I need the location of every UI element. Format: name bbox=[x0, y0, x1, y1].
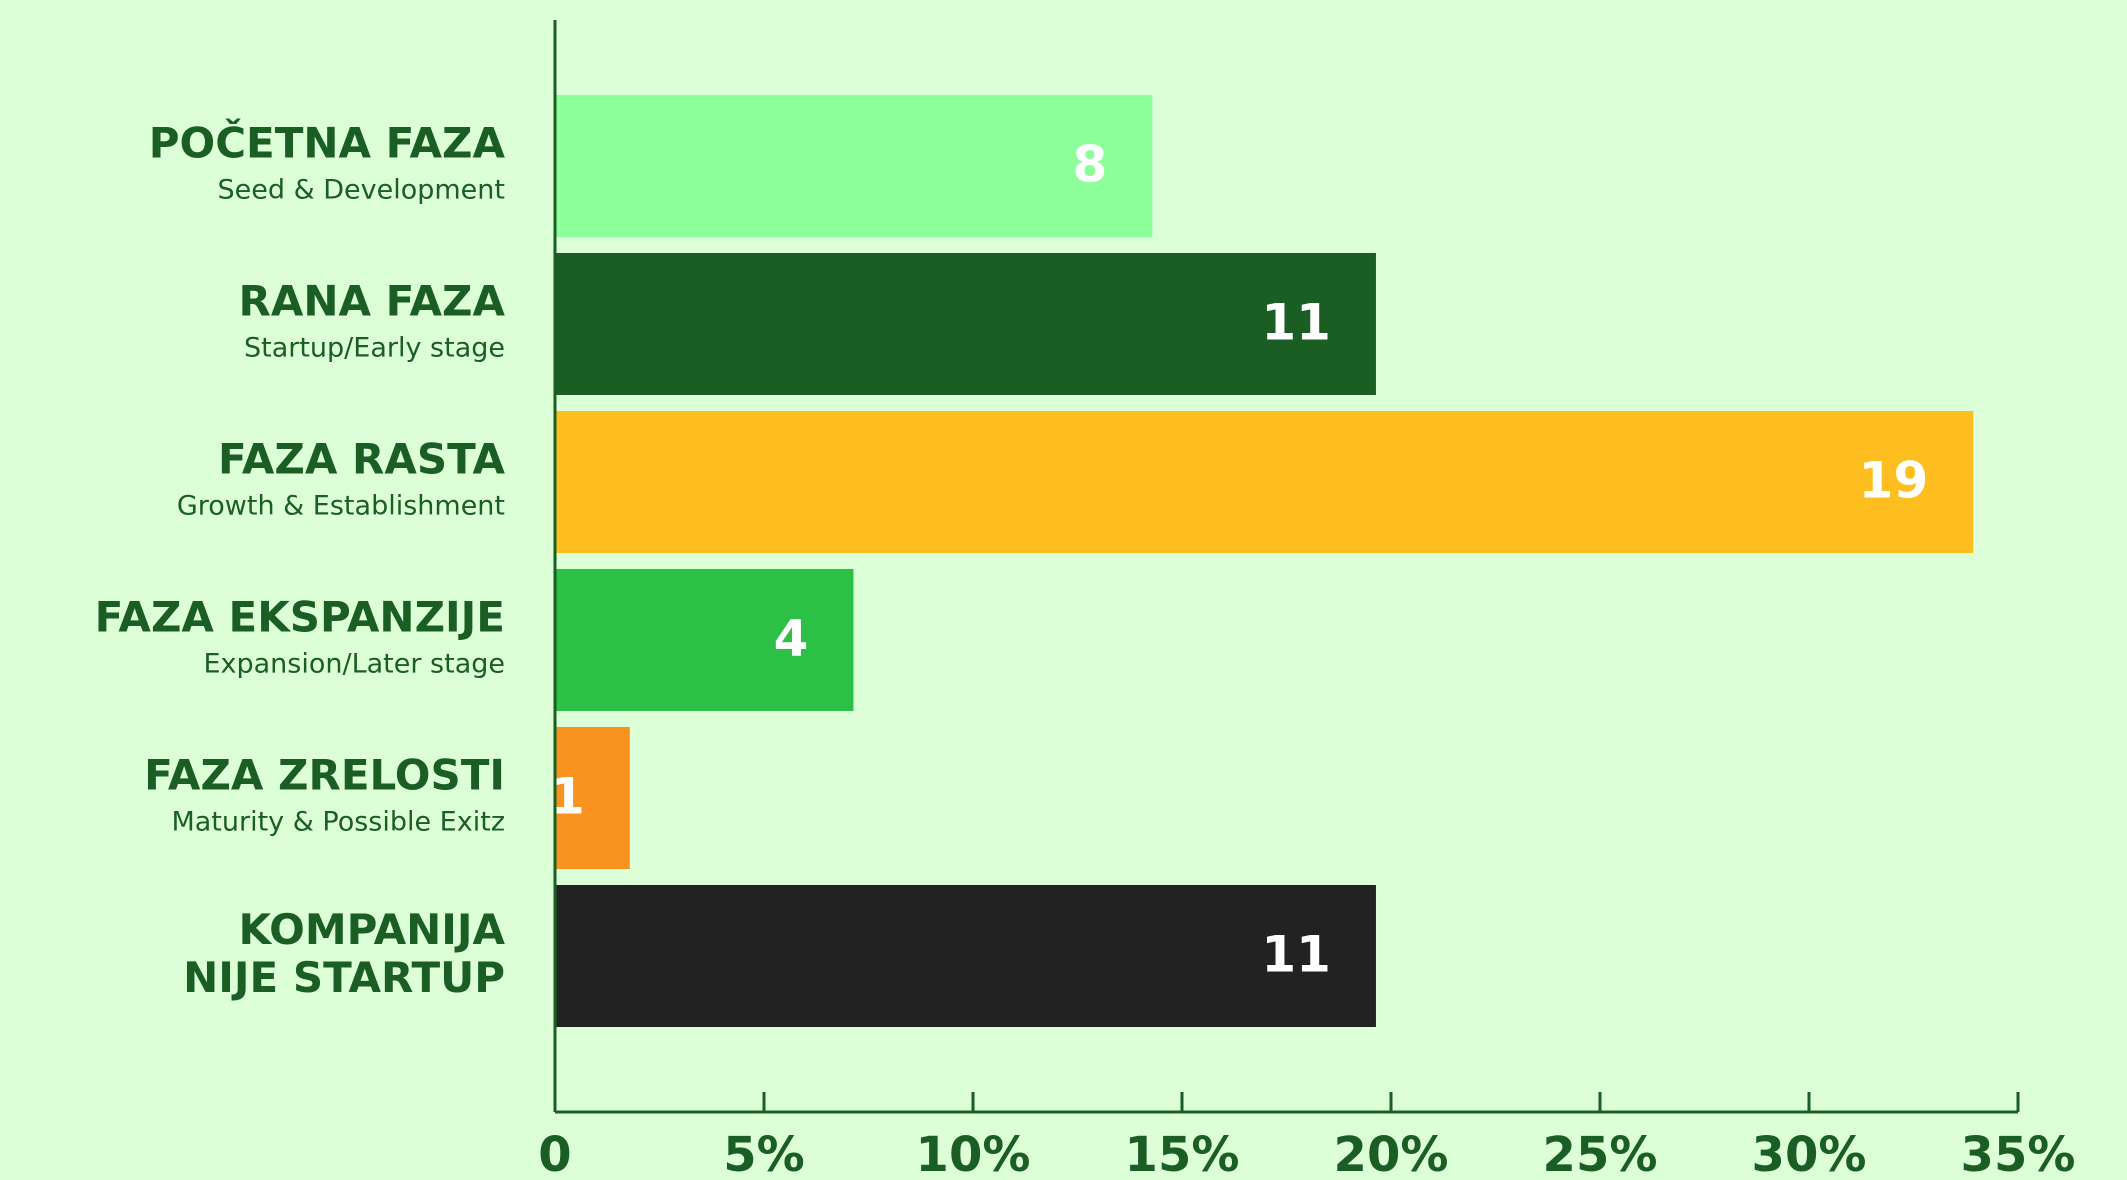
bar bbox=[555, 727, 630, 869]
bar bbox=[555, 253, 1376, 395]
data-label: 11 bbox=[1261, 926, 1331, 984]
x-tick-label: 25% bbox=[1543, 1127, 1658, 1180]
category-sublabel: Seed & Development bbox=[218, 175, 505, 206]
category-label: FAZA ZRELOSTI bbox=[144, 751, 505, 800]
category-sublabel: Expansion/Later stage bbox=[203, 649, 505, 680]
data-label: 4 bbox=[774, 610, 809, 668]
category-label: FAZA RASTA bbox=[218, 435, 505, 484]
bar bbox=[555, 95, 1153, 237]
x-tick-label: 10% bbox=[916, 1127, 1031, 1180]
x-tick-label: 5% bbox=[723, 1127, 805, 1180]
x-tick-label: 30% bbox=[1752, 1127, 1867, 1180]
category-label: RANA FAZA bbox=[239, 277, 506, 326]
x-tick-label: 15% bbox=[1125, 1127, 1240, 1180]
category-sublabel: Startup/Early stage bbox=[244, 333, 505, 364]
category-sublabel: Maturity & Possible Exitz bbox=[171, 807, 505, 838]
category-label: FAZA EKSPANZIJE bbox=[95, 593, 505, 642]
category-label: KOMPANIJA NIJE STARTUP bbox=[183, 904, 505, 1001]
data-label: 8 bbox=[1073, 136, 1108, 194]
bar bbox=[555, 885, 1376, 1027]
bar bbox=[555, 411, 1974, 553]
bar bbox=[555, 569, 854, 711]
data-label: 11 bbox=[1261, 294, 1331, 352]
category-label: POČETNA FAZA bbox=[149, 118, 506, 168]
category-sublabel: Growth & Establishment bbox=[177, 491, 505, 522]
x-tick-label: 20% bbox=[1334, 1127, 1449, 1180]
x-tick-label: 0 bbox=[538, 1127, 571, 1180]
data-label: 19 bbox=[1859, 452, 1929, 510]
x-tick-label: 35% bbox=[1961, 1127, 2076, 1180]
